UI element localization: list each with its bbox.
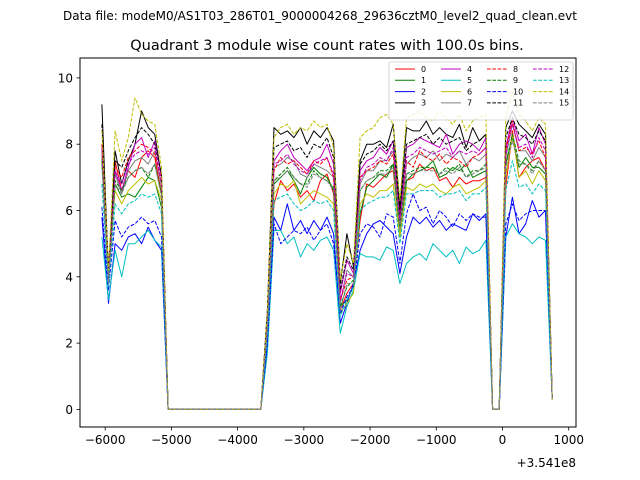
plot-frame [79, 57, 577, 428]
legend-label-6: 6 [467, 87, 472, 96]
legend-label-10: 10 [513, 87, 523, 96]
y-tick-label: 0 [65, 403, 73, 417]
series-line-3 [101, 104, 553, 410]
legend-label-11: 11 [513, 99, 523, 108]
x-tick-label: 1000 [553, 433, 584, 447]
axes-layer: −6000 −5000 −4000 −3000 −2000 −1000 0 1000 0 2 4 6 8… [58, 57, 584, 447]
legend-label-5: 5 [467, 76, 472, 85]
series-line-0 [101, 130, 553, 410]
series-line-9 [101, 133, 553, 410]
chart-title: Quadrant 3 module wise count rates with … [130, 38, 524, 54]
series-layer [101, 90, 553, 410]
x-offset-label: +3.541e8 [517, 456, 576, 470]
chart-suptitle: Data file: modeM0/AS1T03_286T01_90000042… [63, 9, 577, 23]
y-tick-label: 2 [65, 337, 73, 351]
series-line-4 [101, 117, 553, 410]
series-line-13 [101, 160, 553, 410]
legend-label-15: 15 [559, 99, 569, 108]
legend-label-8: 8 [513, 65, 518, 74]
x-tick-label: −1000 [416, 433, 457, 447]
x-tick-label: 0 [499, 433, 507, 447]
x-tick-label: −3000 [284, 433, 325, 447]
series-line-15 [101, 140, 553, 410]
series-line-12 [101, 123, 553, 410]
series-line-11 [101, 117, 553, 410]
x-tick-label: −5000 [151, 433, 192, 447]
legend-frame [388, 61, 574, 121]
y-tick-label: 10 [58, 71, 73, 85]
x-tick-label: −2000 [350, 433, 391, 447]
series-line-10 [101, 193, 553, 410]
series-line-2 [101, 196, 553, 410]
legend-label-13: 13 [559, 76, 569, 85]
legend-label-4: 4 [467, 65, 472, 74]
series-line-5 [101, 223, 553, 410]
legend-label-7: 7 [467, 99, 472, 108]
series-line-14 [101, 90, 553, 410]
legend-label-0: 0 [421, 65, 426, 74]
series-line-7 [101, 123, 553, 410]
legend-label-2: 2 [421, 87, 426, 96]
series-line-8 [101, 120, 553, 410]
legend-label-9: 9 [513, 76, 518, 85]
legend-label-3: 3 [421, 99, 426, 108]
x-tick-label: −4000 [217, 433, 258, 447]
legend-label-12: 12 [559, 65, 569, 74]
legend-label-14: 14 [559, 87, 569, 96]
x-tick-label: −6000 [85, 433, 126, 447]
y-tick-label: 6 [65, 204, 73, 218]
y-tick-label: 8 [65, 138, 73, 152]
y-tick-label: 4 [65, 270, 73, 284]
legend-label-1: 1 [421, 76, 426, 85]
